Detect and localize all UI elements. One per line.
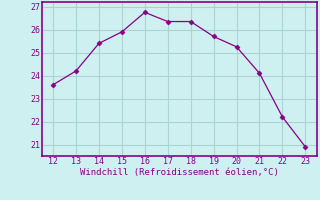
X-axis label: Windchill (Refroidissement éolien,°C): Windchill (Refroidissement éolien,°C) xyxy=(80,168,279,177)
